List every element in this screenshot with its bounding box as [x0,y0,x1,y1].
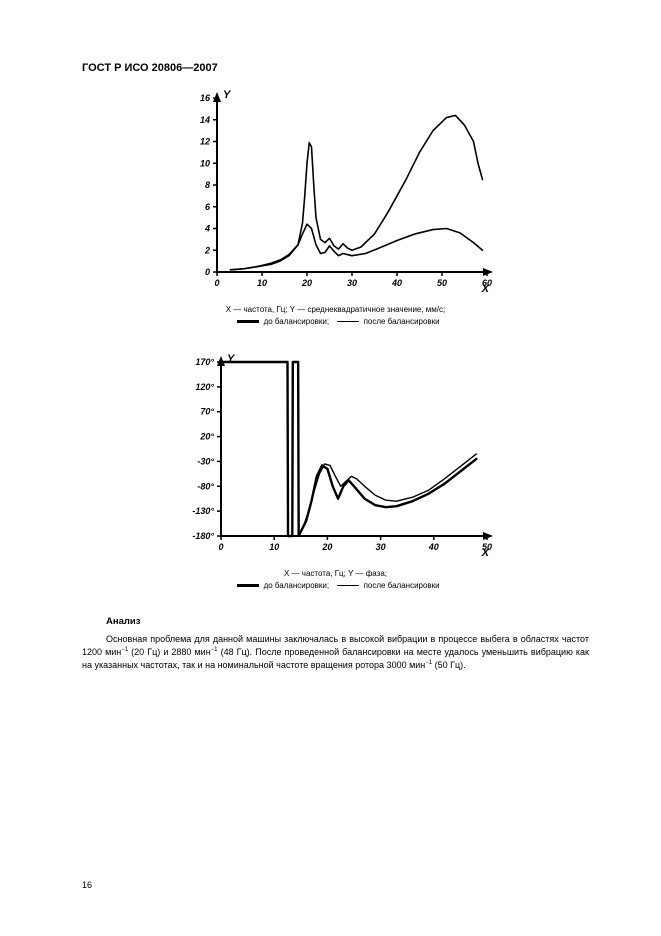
svg-text:0: 0 [214,278,219,288]
analysis-text: Основная проблема для данной машины закл… [82,633,589,672]
chart-2: -180° -130° -80° -30° 20° 70° 120° 170° 0 10 20 30 4… [171,352,501,562]
chart-1-container: 02468101214160102030405060YX [82,88,589,298]
svg-text:170°: 170° [195,357,214,367]
chart-1-legend-1: до балансировки; [264,317,330,326]
svg-text:50: 50 [436,278,446,288]
legend-swatch-thick-2 [237,584,259,587]
svg-text:40: 40 [390,278,401,288]
svg-text:14: 14 [199,115,209,125]
svg-text:10: 10 [199,158,209,168]
svg-text:16: 16 [199,93,210,103]
svg-text:-130°: -130° [192,506,214,516]
svg-text:4: 4 [203,224,209,234]
svg-text:-30°: -30° [197,456,214,466]
chart-2-legend-1: до балансировки; [264,581,330,590]
chart-2-container: -180° -130° -80° -30° 20° 70° 120° 170° 0 10 20 30 4… [82,352,589,562]
chart-2-legend-2: после балансировки [364,581,440,590]
legend-swatch-thick [237,320,259,323]
legend-swatch-thin-2 [337,585,359,586]
svg-text:2: 2 [203,245,209,255]
svg-text:-80°: -80° [197,481,214,491]
svg-text:0: 0 [204,267,209,277]
page-number: 16 [82,880,92,890]
svg-text:20°: 20° [199,432,214,442]
chart-1-axis-legend: X — частота, Гц; Y — среднеквадратичное … [226,305,446,314]
svg-text:-180°: -180° [192,531,214,541]
svg-text:40: 40 [427,542,438,552]
svg-text:0: 0 [218,542,223,552]
chart-1: 02468101214160102030405060YX [171,88,501,298]
svg-text:30: 30 [346,278,356,288]
svg-text:6: 6 [204,202,210,212]
document-header: ГОСТ Р ИСО 20806—2007 [82,62,589,74]
svg-text:30: 30 [375,542,385,552]
svg-text:120°: 120° [195,382,214,392]
svg-text:X: X [480,547,489,559]
svg-text:X: X [480,283,489,295]
svg-text:Y: Y [223,89,232,101]
svg-text:8: 8 [204,180,209,190]
chart-1-legend-2: после балансировки [364,317,440,326]
svg-text:70°: 70° [200,407,214,417]
chart-2-caption: X — частота, Гц; Y — фаза; до балансиров… [82,568,589,592]
legend-swatch-thin [337,321,359,322]
svg-text:10: 10 [269,542,279,552]
chart-2-axis-legend: X — частота, Гц; Y — фаза; [284,569,387,578]
svg-text:20: 20 [321,542,332,552]
svg-text:Y: Y [227,353,236,365]
svg-text:12: 12 [199,137,209,147]
svg-text:10: 10 [256,278,266,288]
svg-text:20: 20 [300,278,311,288]
chart-1-caption: X — частота, Гц; Y — среднеквадратичное … [82,304,589,328]
analysis-heading: Анализ [106,616,589,627]
